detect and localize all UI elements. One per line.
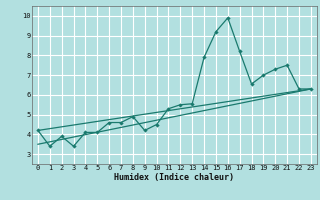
- X-axis label: Humidex (Indice chaleur): Humidex (Indice chaleur): [115, 173, 234, 182]
